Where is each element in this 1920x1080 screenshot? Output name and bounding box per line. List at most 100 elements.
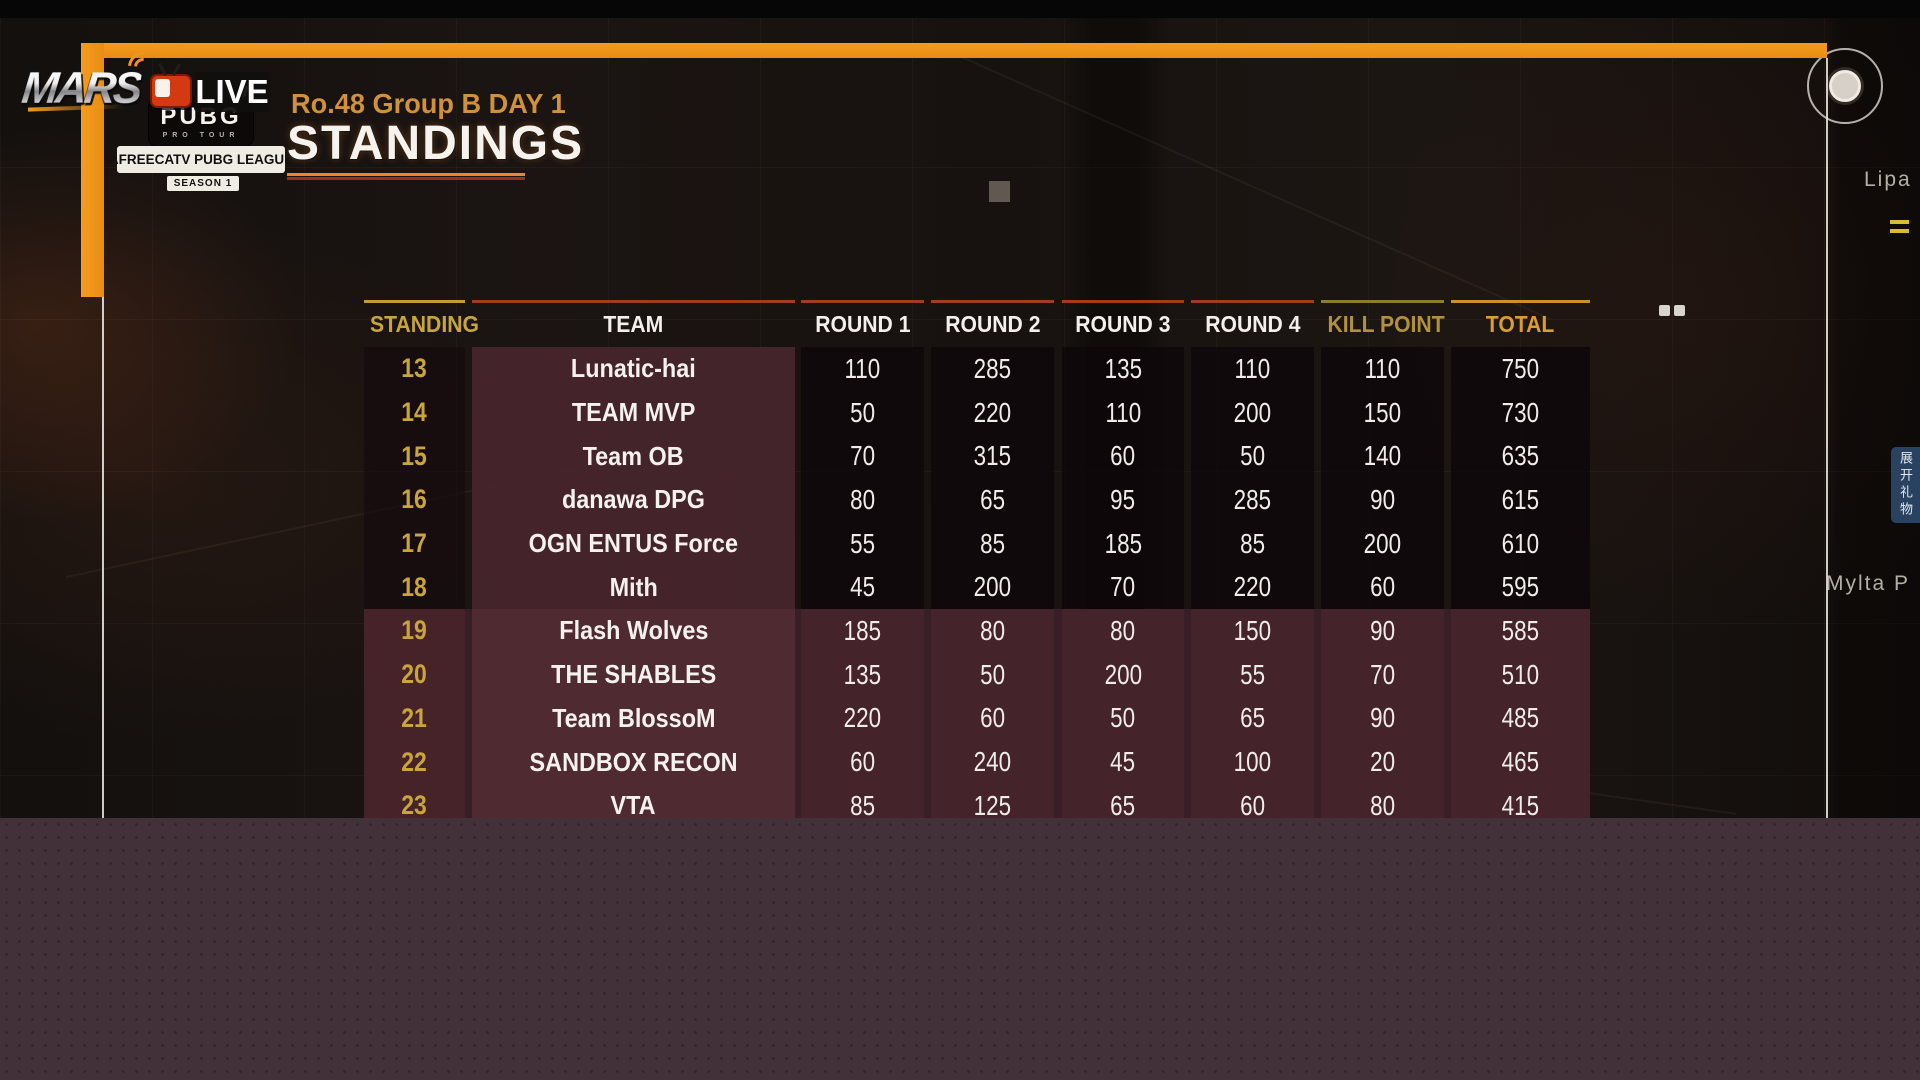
cell-total: 585 [1451,609,1590,653]
cell-r3: 80 [1062,609,1184,653]
cell-r2-text: 285 [973,352,1012,384]
cell-standing: 14 [364,390,465,435]
cell-standing: 16 [364,478,465,522]
cell-standing-text: 15 [401,440,428,471]
cell-total: 510 [1451,652,1590,697]
column-header-label: ROUND 1 [814,311,911,337]
cell-r2: 80 [931,609,1054,653]
cell-kill-text: 90 [1370,483,1395,515]
cell-r1-text: 80 [850,483,875,515]
cell-kill: 90 [1321,696,1444,741]
cell-r4-text: 50 [1240,440,1265,472]
cell-r2-text: 200 [973,571,1012,603]
cell-standing: 17 [364,521,465,566]
map-building-marker [989,181,1010,202]
cell-r1-text: 85 [850,789,875,821]
cell-r3-text: 45 [1110,746,1136,778]
cell-kill-text: 90 [1370,614,1395,646]
page-title: STANDINGS [287,117,585,170]
cell-r2-text: 315 [973,440,1012,472]
cell-total: 750 [1451,347,1590,391]
cell-team: OGN ENTUS Force [472,521,795,566]
cell-total: 635 [1451,434,1590,479]
cell-r3: 60 [1062,434,1184,479]
cell-r3: 50 [1062,696,1184,741]
cell-standing-text: 17 [401,528,428,559]
gift-panel-tab[interactable]: 展开礼物 [1891,447,1920,523]
standings-row-18: 18 Mith 45 200 70 220 60 595 [364,565,1590,610]
map-poi-icons [1659,305,1685,316]
cell-r2-text: 80 [980,614,1005,646]
cell-r4: 85 [1191,521,1314,566]
cell-kill-text: 110 [1364,352,1401,384]
cell-r2-text: 50 [980,658,1005,690]
cell-kill: 90 [1321,478,1444,522]
standings-row-16: 16 danawa DPG 80 65 95 285 90 615 [364,478,1590,522]
cell-team: danawa DPG [472,478,795,522]
cell-r4: 50 [1191,434,1314,479]
tv-icon [150,63,192,108]
cell-kill-text: 140 [1363,440,1402,472]
cell-total-text: 750 [1501,352,1540,384]
standings-row-21: 21 Team BlossoM 220 60 50 65 90 485 [364,696,1590,741]
cell-team-text: Flash Wolves [558,615,709,646]
standings-table: STANDING TEAM ROUND 1 ROUND 2 ROUND 3 ROUND 4… [364,300,1590,828]
cell-r1-text: 50 [850,396,875,428]
column-header-label: ROUND 2 [944,311,1041,337]
cell-kill: 70 [1321,652,1444,697]
column-header-label: ROUND 3 [1075,311,1171,337]
cell-r1: 220 [801,696,924,741]
cell-r1: 80 [801,478,924,522]
compass-marker-icon [1807,48,1883,124]
cell-standing: 20 [364,652,465,697]
cell-standing-text: 16 [401,484,428,515]
cell-team-text: Team OB [583,440,684,471]
column-header-label: KILL POINT [1327,311,1445,337]
cell-r2: 85 [931,521,1054,566]
cell-r4: 110 [1191,347,1314,391]
cell-r4-text: 220 [1233,571,1272,603]
cell-r4-text: 65 [1240,702,1265,734]
cell-r3-text: 95 [1110,483,1136,515]
column-header-kill: KILL POINT [1321,300,1445,349]
cell-team-text: Mith [609,571,658,602]
cell-r4: 100 [1191,740,1314,784]
cell-total-text: 510 [1501,658,1540,690]
cell-r3: 185 [1062,521,1184,566]
cell-r1-text: 185 [843,614,882,646]
cell-r1: 185 [801,609,924,653]
live-badge: LIVE [194,72,270,112]
cell-standing: 22 [364,740,465,784]
cell-r1: 135 [801,652,924,697]
cell-standing-text: 18 [401,571,428,602]
cell-total-text: 415 [1501,789,1540,821]
column-header-r1: ROUND 1 [801,300,924,349]
cell-team-text: VTA [610,790,657,821]
standings-row-22: 22 SANDBOX RECON 60 240 45 100 20 465 [364,740,1590,784]
column-header-label: STANDING [370,311,479,337]
cell-team-text: THE SHABLES [550,659,717,690]
cell-r4: 200 [1191,390,1314,435]
cell-team: Mith [472,565,795,610]
standings-body: 13 Lunatic-hai 110 285 135 110 110 750 14 TEAM MV… [364,347,1590,828]
cell-kill-text: 200 [1363,527,1402,559]
cell-r1: 55 [801,521,924,566]
cell-r1: 110 [801,347,924,391]
cell-r1-text: 220 [843,702,882,734]
cell-r1: 60 [801,740,924,784]
cell-r3-text: 50 [1110,702,1136,734]
column-header-team: TEAM [472,300,795,349]
cell-r3-text: 200 [1104,658,1142,690]
cell-r4: 65 [1191,696,1314,741]
cell-total-text: 485 [1501,702,1540,734]
cell-r2-text: 125 [973,789,1012,821]
cell-team: SANDBOX RECON [472,740,795,784]
cell-r1-text: 55 [850,527,875,559]
cell-team: TEAM MVP [472,390,795,435]
cell-r1: 50 [801,390,924,435]
cell-standing-text: 20 [401,659,428,690]
cell-kill: 110 [1321,347,1444,391]
cell-r2: 60 [931,696,1054,741]
map-label-lipovka: Lipa [1864,168,1912,191]
